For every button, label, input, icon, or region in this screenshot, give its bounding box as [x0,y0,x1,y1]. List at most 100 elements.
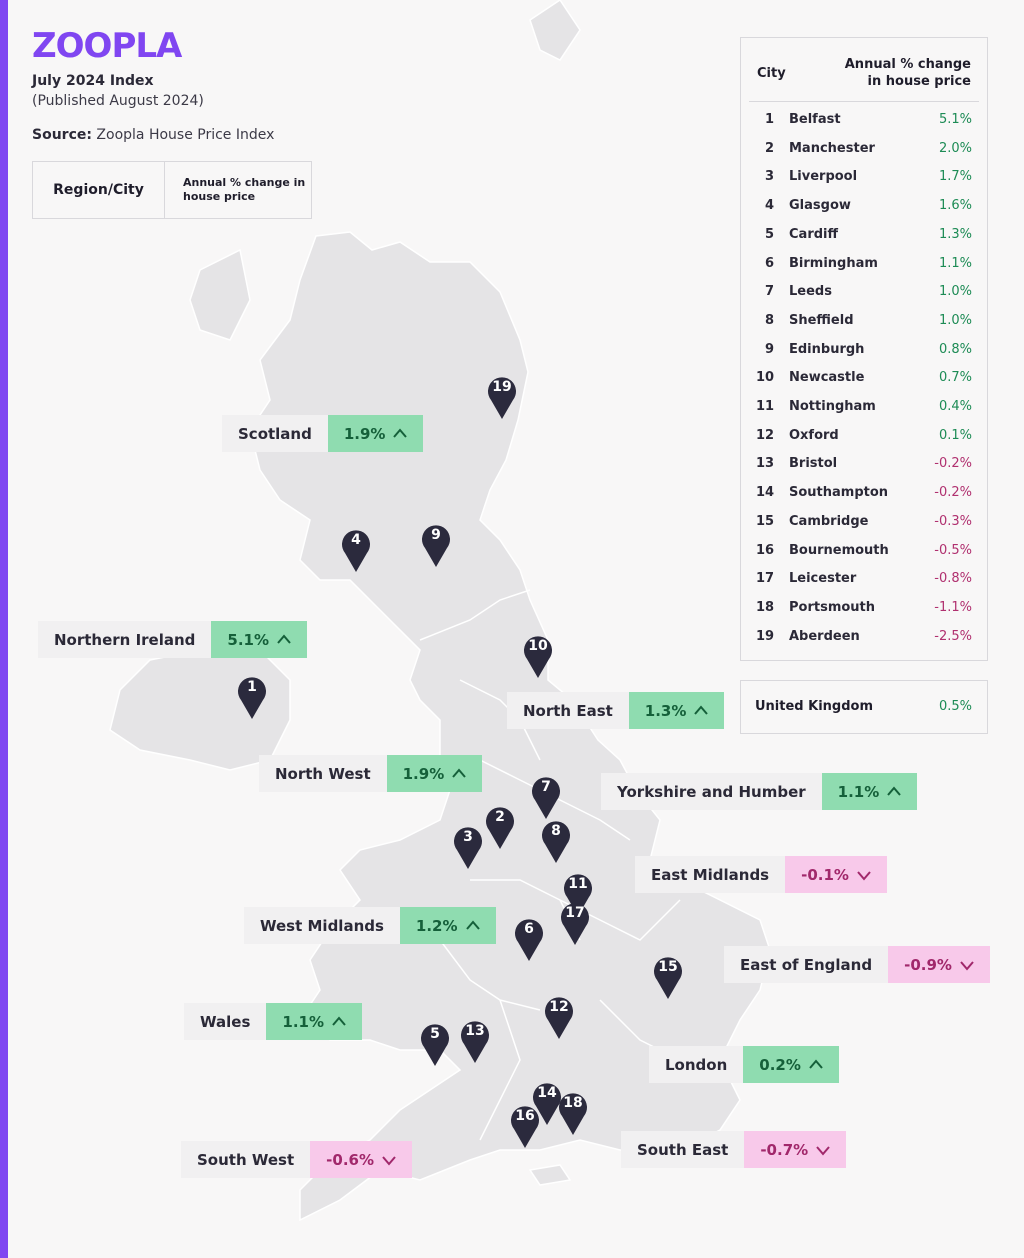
region-value: 1.1% [821,773,918,810]
row-rank: 17 [756,571,775,587]
region-badge-north-west: North West 1.9% [259,755,483,792]
row-change: 1.0% [938,312,972,328]
city-pin-12[interactable]: 12 [544,994,574,1039]
uk-value: 0.5% [938,699,972,714]
region-name: London [649,1046,744,1083]
region-badge-south-west: South West -0.6% [181,1141,412,1178]
map-pin-icon [515,919,543,961]
row-city: Bristol [789,456,838,472]
row-rank: 11 [756,399,775,414]
city-ranking-table: City Annual % change in house price 1 Bel… [740,37,988,661]
city-pin-3[interactable]: 3 [453,824,483,869]
row-city: Bournemouth [789,542,889,558]
region-value: -0.9% [888,946,990,983]
region-value: 1.9% [386,755,483,792]
region-name: Wales [184,1003,267,1040]
region-value: 0.2% [743,1046,839,1083]
row-city: Leicester [789,571,857,587]
chevron-up-icon [694,704,709,715]
region-badge-northern-ireland: Northern Ireland 5.1% [38,621,308,658]
row-change: -0.3% [934,513,972,529]
chevron-down-icon [960,960,974,971]
region-badge-east-of-england: East of England -0.9% [724,946,990,983]
map-pin-icon [524,636,552,678]
table-row: 16 Bournemouth -0.5% [741,537,987,565]
map-pin-icon [422,525,450,567]
city-pin-2[interactable]: 2 [485,804,515,849]
table-row: 13 Bristol -0.2% [741,450,987,478]
table-row: 11 Nottingham 0.4% [741,393,987,421]
region-badge-scotland: Scotland 1.9% [222,415,424,452]
table-row: 19 Aberdeen -2.5% [741,623,987,651]
city-pin-1[interactable]: 1 [237,674,267,719]
region-value: 1.1% [266,1003,362,1040]
map-pin-icon [488,377,516,419]
map-pin-icon [511,1106,539,1148]
city-pin-5[interactable]: 5 [420,1021,450,1066]
row-rank: 4 [764,198,774,214]
city-pin-4[interactable]: 4 [341,527,371,572]
row-rank: 19 [756,628,775,644]
map-legend: Region/City Annual % change in house pri… [32,161,312,219]
row-change: 0.4% [938,399,972,414]
city-pin-8[interactable]: 8 [541,818,571,863]
row-change: -0.5% [934,542,972,558]
row-city: Cambridge [789,513,869,529]
table-row: 4 Glasgow 1.6% [741,192,987,220]
chevron-up-icon [465,919,480,930]
table-row: 2 Manchester 2.0% [741,135,987,163]
scottish-islands-shape [189,248,251,341]
row-change: 1.7% [938,169,972,185]
map-pin-icon [559,1093,587,1135]
map-pin-icon [532,777,560,819]
row-rank: 16 [756,542,775,558]
city-pin-9[interactable]: 9 [421,522,451,567]
map-pin-icon [533,1083,561,1125]
region-badge-south-east: South East -0.7% [621,1131,847,1168]
table-row: 8 Sheffield 1.0% [741,307,987,335]
region-name: Northern Ireland [38,621,212,658]
region-value: 1.3% [628,692,725,729]
row-rank: 15 [756,513,775,529]
index-title: July 2024 Index [32,73,154,89]
city-pin-19[interactable]: 19 [487,374,517,419]
legend-region-city: Region/City [33,162,165,218]
region-name: East of England [724,946,889,983]
chevron-down-icon [857,870,871,881]
chevron-up-icon [332,1015,346,1026]
row-city: Birmingham [789,255,878,271]
table-row: 15 Cambridge -0.3% [741,508,987,536]
city-pin-13[interactable]: 13 [460,1018,490,1063]
row-change: -0.8% [934,571,972,587]
row-city: Leeds [789,284,832,300]
row-city: Cardiff [789,226,839,242]
region-badge-west-midlands: West Midlands 1.2% [244,907,496,944]
isle-of-wight-shape [528,1164,572,1186]
city-pin-18[interactable]: 18 [558,1090,588,1135]
region-value: -0.7% [744,1131,847,1168]
city-pin-17[interactable]: 17 [560,900,590,945]
city-pin-15[interactable]: 15 [653,954,683,999]
map-pin-icon [486,807,514,849]
map-pin-icon [545,997,573,1039]
row-city: Manchester [789,140,875,156]
table-row: 14 Southampton -0.2% [741,479,987,507]
row-rank: 9 [764,341,774,357]
city-pin-16[interactable]: 16 [510,1103,540,1148]
city-pin-11[interactable]: 11 [563,871,593,916]
chevron-up-icon [277,633,291,644]
header-annual-change: Annual % change in house price [844,57,971,89]
row-change: 0.1% [938,427,972,443]
city-pin-7[interactable]: 7 [531,774,561,819]
row-change: -1.1% [934,599,972,615]
row-city: Southampton [789,485,889,501]
table-row: 17 Leicester -0.8% [741,565,987,593]
row-city: Oxford [789,427,839,443]
region-value: 1.9% [327,415,424,452]
table-row: 6 Birmingham 1.1% [741,250,987,278]
row-change: 5.1% [938,112,972,127]
city-pin-14[interactable]: 14 [532,1080,562,1125]
row-change: 1.1% [938,255,972,271]
city-pin-6[interactable]: 6 [514,916,544,961]
city-pin-10[interactable]: 10 [523,633,553,678]
